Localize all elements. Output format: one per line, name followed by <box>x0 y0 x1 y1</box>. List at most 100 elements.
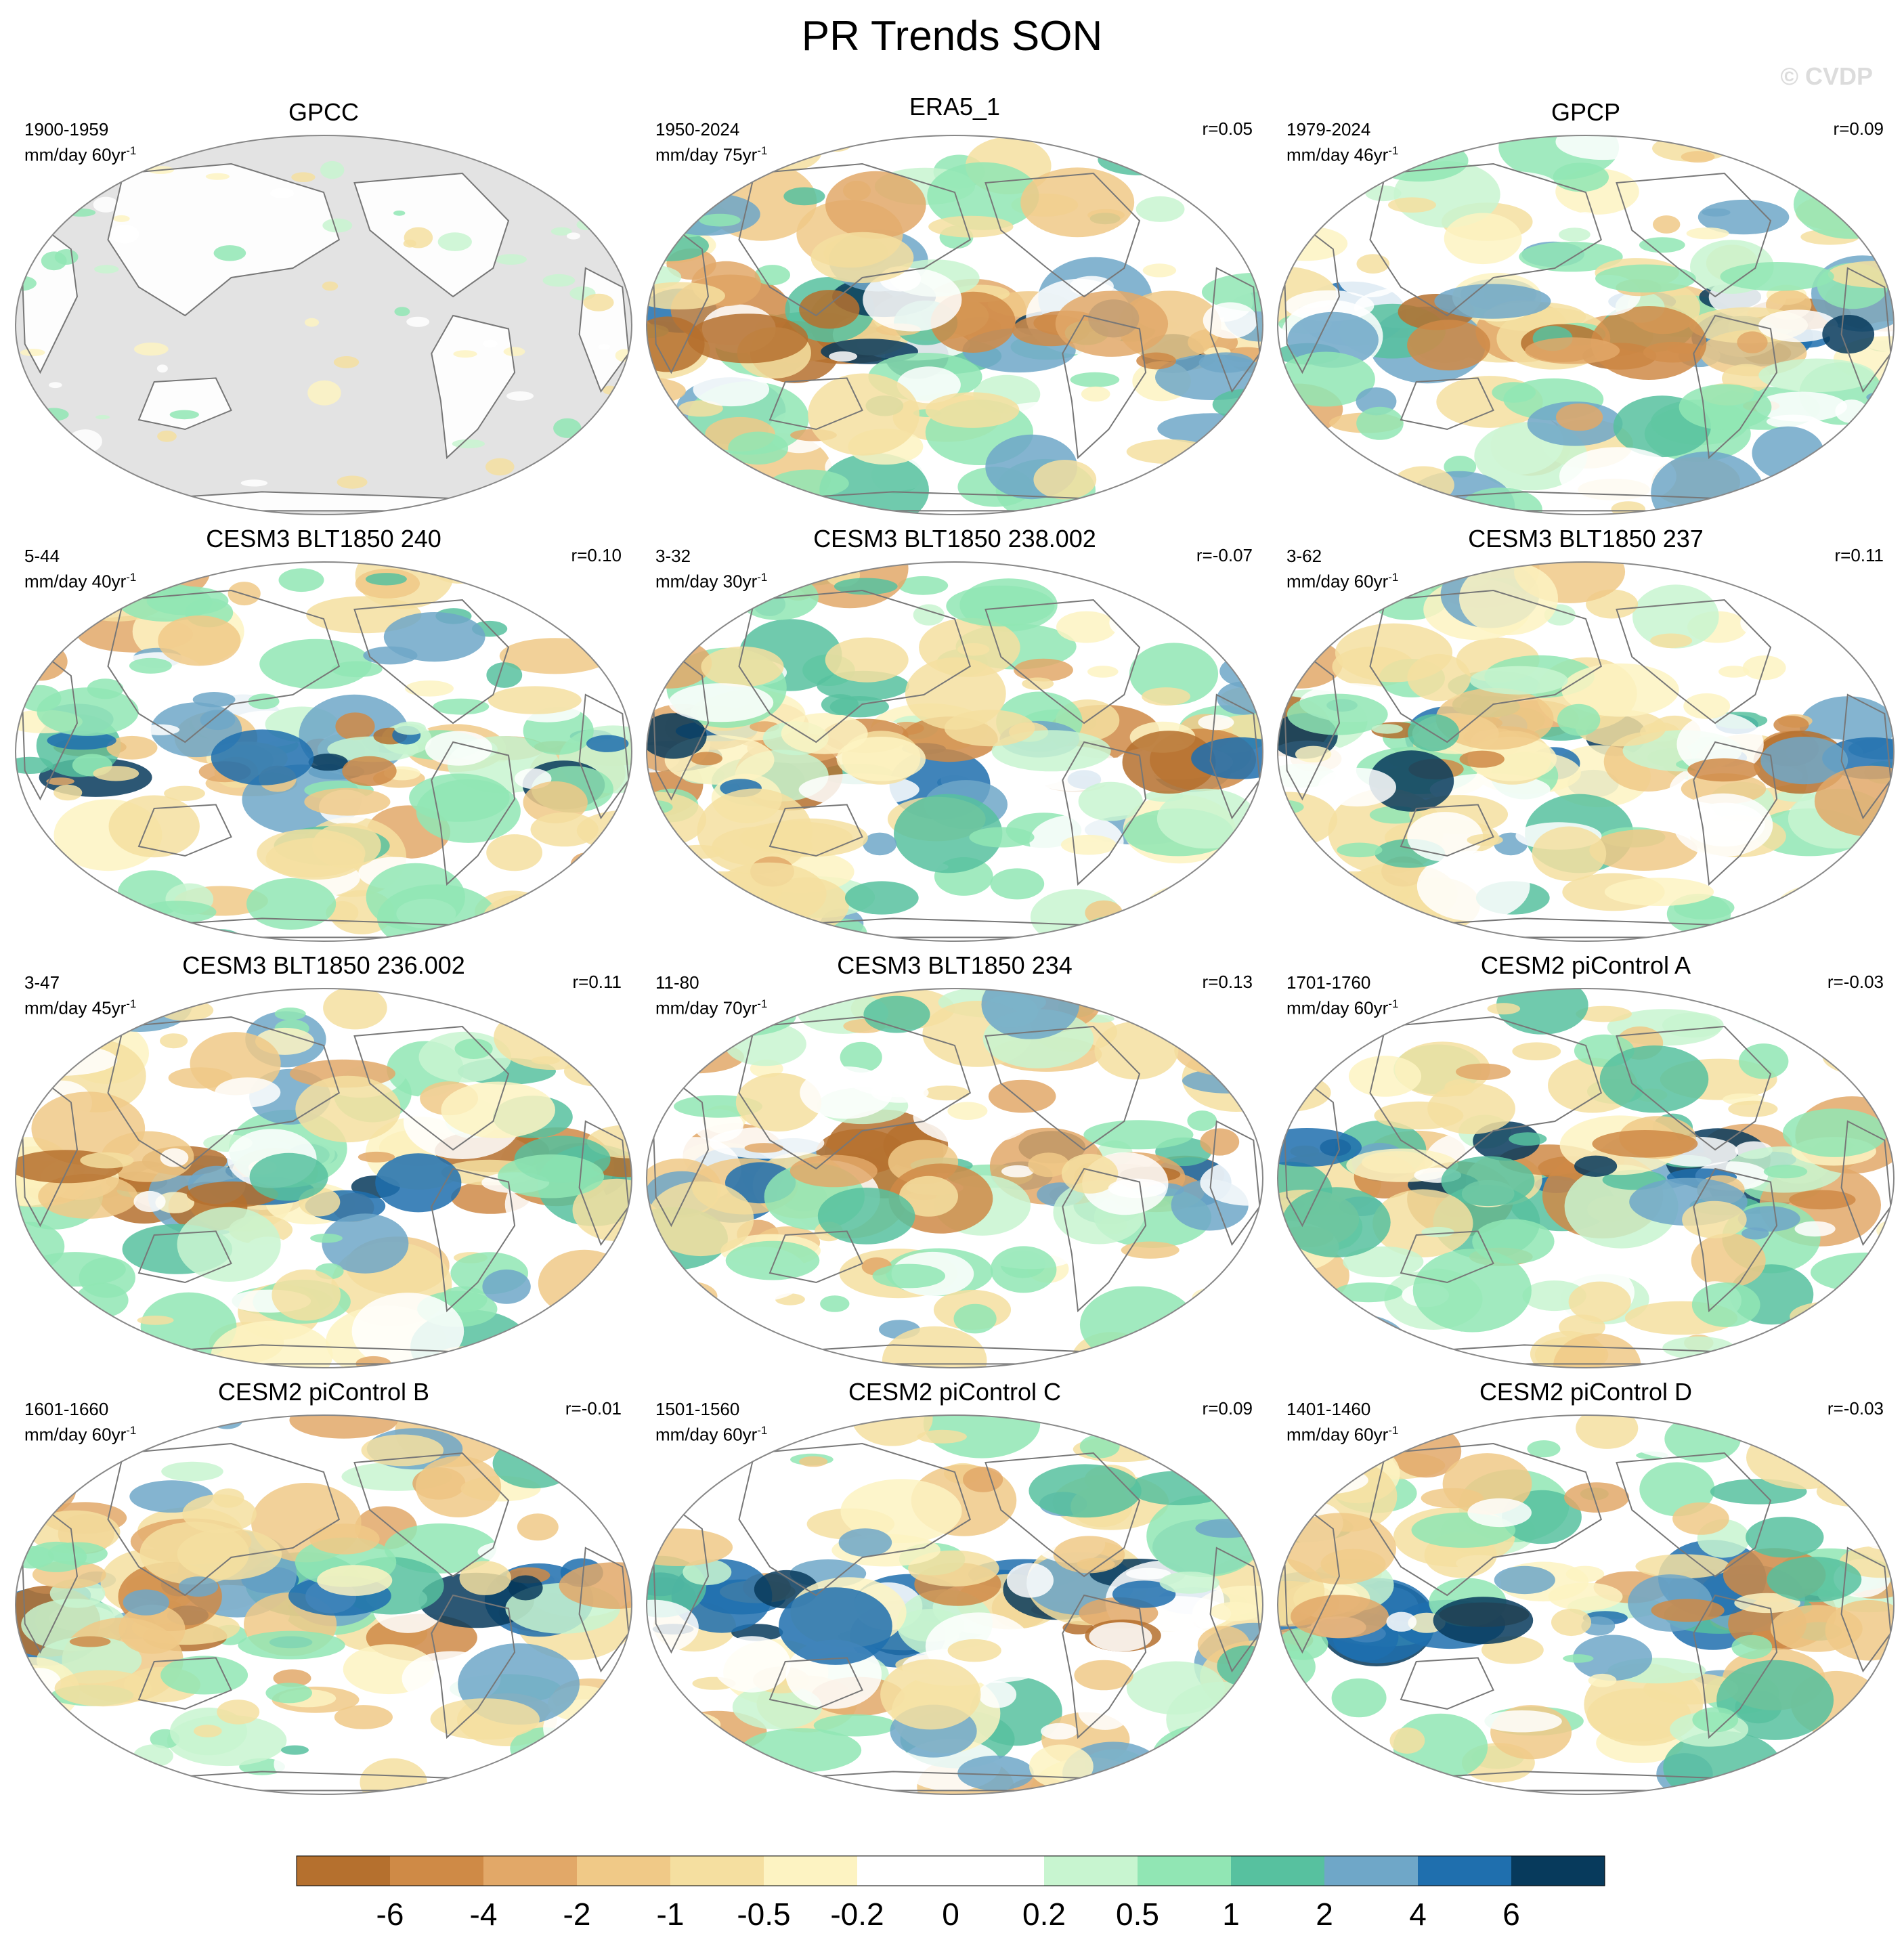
coastline <box>1062 1594 1147 1739</box>
coastline <box>985 599 1141 725</box>
cvdp-watermark: © CVDP <box>1780 62 1873 90</box>
map-canvas <box>15 988 632 1368</box>
map-outline <box>646 135 1263 515</box>
units-exponent: -1 <box>126 571 137 584</box>
pattern-correlation: r=-0.01 <box>565 1398 622 1419</box>
units-label: mm/day 45yr-1 <box>24 997 137 1018</box>
map-outline <box>1277 135 1895 515</box>
panel-title: GPCC <box>288 98 359 126</box>
map-outline <box>1277 1414 1895 1795</box>
coastline <box>1062 1167 1147 1313</box>
map-outline <box>15 988 632 1368</box>
map-canvas <box>646 1414 1263 1795</box>
panel-period: 1601-1660 mm/day 60yr-1 <box>24 1398 136 1446</box>
coastline <box>578 1547 630 1673</box>
colorbar-swatch <box>1511 1856 1605 1886</box>
units-exponent: -1 <box>1388 1424 1399 1437</box>
period-label: 1401-1460 <box>1286 1399 1371 1419</box>
colorbar-swatch <box>297 1856 390 1886</box>
units-exponent: -1 <box>1388 571 1399 584</box>
coastline <box>1400 1230 1494 1284</box>
units-label: mm/day 60yr-1 <box>655 1424 768 1445</box>
map-panel: GPCC 1900-1959 mm/day 60yr-1 <box>12 91 635 518</box>
colorbar-tick-label: -2 <box>563 1897 591 1932</box>
panel-title: CESM2 piControl B <box>217 1378 430 1406</box>
map-canvas <box>15 1414 632 1795</box>
panel-period: 3-32 mm/day 30yr-1 <box>655 545 767 592</box>
units-label: mm/day 30yr-1 <box>655 571 768 592</box>
coastline <box>353 1452 510 1578</box>
units-label: mm/day 60yr-1 <box>1286 571 1399 592</box>
map-panel: CESM3 BLT1850 240 5-44 mm/day 40yr-1 r=0.10 <box>12 518 635 945</box>
map-panel: CESM2 piControl A 1701-1760 mm/day 60yr-1 r… <box>1274 945 1897 1371</box>
panel-title: CESM3 BLT1850 238.002 <box>813 525 1096 553</box>
pattern-correlation: r=0.09 <box>1833 118 1884 139</box>
coastline <box>738 1016 971 1170</box>
coastline <box>1693 1167 1778 1313</box>
colorbar-tick-label: 1 <box>1222 1897 1240 1932</box>
coastline <box>1616 1452 1772 1578</box>
panel-title: CESM3 BLT1850 234 <box>837 951 1073 979</box>
coastline <box>1369 1016 1602 1170</box>
coastline <box>578 693 630 820</box>
map-panel: ERA5_1 1950-2024 mm/day 75yr-1 r=0.05 <box>643 91 1266 518</box>
coastline <box>1209 693 1261 820</box>
coastline <box>137 804 232 857</box>
colorbar-tick-label: 6 <box>1502 1897 1520 1932</box>
panel-period: 3-62 mm/day 60yr-1 <box>1286 545 1398 592</box>
coastline <box>1840 1120 1892 1247</box>
map-panel: CESM3 BLT1850 237 3-62 mm/day 60yr-1 r=0.11 <box>1274 518 1897 945</box>
colorbar-swatch <box>1324 1856 1418 1886</box>
coastline <box>107 1442 340 1597</box>
period-label: 1950-2024 <box>655 119 740 139</box>
units-exponent: -1 <box>126 144 137 157</box>
colorbar-tick-label: 0.5 <box>1116 1897 1159 1932</box>
coastline <box>985 1452 1141 1578</box>
coastline <box>1062 314 1147 460</box>
units-label: mm/day 60yr-1 <box>24 144 137 165</box>
coastline <box>1616 1025 1772 1151</box>
map-outline <box>15 1414 632 1795</box>
coastline <box>431 1594 516 1739</box>
panel-title: CESM3 BLT1850 240 <box>206 525 441 553</box>
coastline <box>353 172 510 298</box>
units-exponent: -1 <box>1388 997 1399 1010</box>
colorbar-swatch <box>670 1856 764 1886</box>
colorbar-swatch <box>857 1856 951 1886</box>
pattern-correlation: r=0.10 <box>571 545 622 565</box>
map-panel: CESM3 BLT1850 236.002 3-47 mm/day 45yr-1 r=… <box>12 945 635 1371</box>
figure-title: PR Trends SON <box>801 13 1103 60</box>
map-canvas <box>15 135 632 515</box>
pattern-correlation: r=0.11 <box>1834 545 1884 565</box>
period-label: 1501-1560 <box>655 1399 740 1419</box>
map-canvas <box>1277 988 1895 1368</box>
coastline <box>769 804 863 857</box>
units-label: mm/day 46yr-1 <box>1286 144 1399 165</box>
coastline <box>1062 741 1147 886</box>
units-exponent: -1 <box>757 571 768 584</box>
panel-period: 1900-1959 mm/day 60yr-1 <box>24 118 136 166</box>
coastline <box>1209 1120 1261 1247</box>
coastline <box>1400 1657 1494 1710</box>
map-canvas <box>1277 135 1895 515</box>
map-outline <box>646 988 1263 1368</box>
panel-period: 1401-1460 mm/day 60yr-1 <box>1286 1398 1398 1446</box>
units-exponent: -1 <box>757 1424 768 1437</box>
colorbar-tick-label: 0.2 <box>1022 1897 1066 1932</box>
panel-period: 11-80 mm/day 70yr-1 <box>655 972 767 1019</box>
coastline <box>107 589 340 743</box>
colorbar: -6 -4 -2 -1 -0.5 -0.2 0 0.2 0.5 1 2 4 6 <box>296 1855 1605 1932</box>
units-exponent: -1 <box>126 1424 137 1437</box>
map-canvas <box>646 561 1263 942</box>
period-label: 1701-1760 <box>1286 972 1371 993</box>
period-label: 1900-1959 <box>24 119 109 139</box>
coastline <box>107 1016 340 1170</box>
panel-period: 1950-2024 mm/day 75yr-1 <box>655 118 767 166</box>
coastline <box>985 172 1141 298</box>
units-exponent: -1 <box>126 997 137 1010</box>
coastline <box>107 163 340 317</box>
coastline <box>353 1025 510 1151</box>
coastline <box>431 741 516 886</box>
units-exponent: -1 <box>757 997 768 1010</box>
colorbar-swatch <box>577 1856 670 1886</box>
